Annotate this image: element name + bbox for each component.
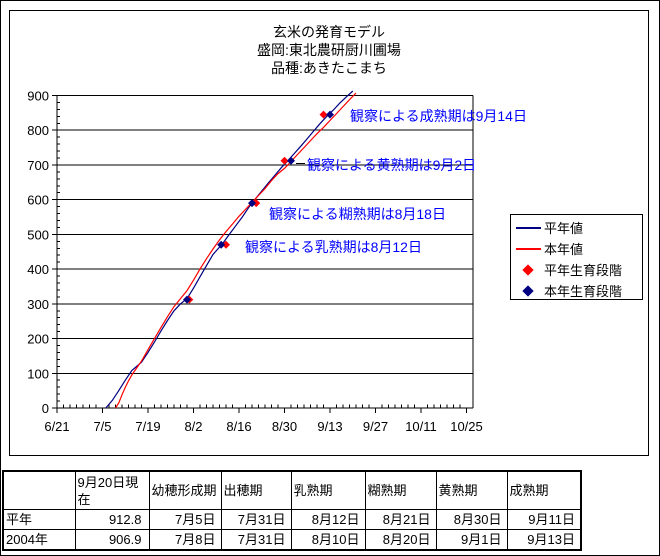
chart-title-block: 玄米の発育モデル 盛岡:東北農研厨川圃場 品種:あきたこまち [9,23,649,77]
table-cell: 7月8日 [148,529,222,551]
legend-item: 本年値 [511,238,642,259]
stage-marker-本年生育段階 [183,295,191,304]
x-tick-label: 7/19 [135,419,160,434]
legend-label: 本年値 [544,242,584,257]
stage-marker-平年生育段階 [319,110,328,119]
legend-label: 本年生育段階 [544,284,623,299]
annotation-label: 観察による乳熟期は8月12日 [245,239,422,255]
y-tick-label: 700 [27,158,49,173]
annotation-label: 観察による糊熟期は8月18日 [269,206,446,222]
legend-diamond-swatch [522,263,534,276]
chart-subtitle-variety: 品種:あきたこまち [271,60,387,76]
annotation-label: 観察による成熟期は9月14日 [350,108,527,124]
y-tick-label: 900 [27,89,49,104]
stage-marker-本年生育段階 [248,199,256,208]
x-tick-label: 8/16 [226,419,251,434]
table-cell: 912.8 [74,509,150,530]
table-cell: 9月1日 [435,529,508,551]
table-header-cell: 成熟期 [506,470,582,510]
table-header-cell: 黄熟期 [435,470,508,510]
table-row: 2004年 906.9 7月8日 7月31日 8月10日 8月20日 9月1日 9月13日 [2,529,582,551]
y-tick-label: 200 [27,332,49,347]
legend-label: 平年値 [544,221,584,236]
x-tick-label: 9/27 [363,419,388,434]
x-tick-label: 8/30 [272,419,297,434]
x-tick-label: 9/13 [317,419,342,434]
chart-title: 玄米の発育モデル [273,24,385,40]
x-tick-label: 6/21 [44,419,69,434]
series-line-本年値 [114,92,357,409]
x-tick-label: 8/2 [184,419,202,434]
x-tick-label: 10/25 [450,419,483,434]
y-tick-label: 600 [27,193,49,208]
stage-marker-本年生育段階 [287,156,295,165]
table-cell: 9月13日 [506,529,582,551]
table-cell: 7月31日 [220,509,292,530]
x-tick-label: 7/5 [93,419,111,434]
table-cell: 8月20日 [364,529,437,551]
table-cell: 8月12日 [290,509,366,530]
legend-line-swatch [516,226,541,229]
stage-marker-平年生育段階 [280,156,289,165]
table-cell: 8月30日 [435,509,508,530]
table-header-cell: 出穂期 [220,470,292,510]
table-header-cell [2,470,76,510]
table-header-cell: 9月20日現在 [74,470,150,510]
table-row-label: 平年 [2,509,76,530]
stage-marker-平年生育段階 [222,240,230,249]
table-header-cell: 幼穂形成期 [148,470,222,510]
legend-item: 平年値 [511,217,642,238]
stage-marker-本年生育段階 [217,240,226,249]
table-cell: 906.9 [74,529,150,551]
y-tick-label: 500 [27,227,49,242]
table-header-row: 9月20日現在 幼穂形成期 出穂期 乳熟期 糊熟期 黄熟期 成熟期 [2,470,582,510]
legend-item: 本年生育段階 [511,280,642,301]
table-row: 平年 912.8 7月5日 7月31日 8月12日 8月21日 8月30日 9月11日 [2,509,582,530]
table-cell: 8月10日 [290,529,366,551]
stage-table: 9月20日現在 幼穂形成期 出穂期 乳熟期 糊熟期 黄熟期 成熟期 平年 912.8 7月5日 7月… [2,470,582,551]
stage-marker-本年生育段階 [326,110,334,119]
series-line-平年値 [105,90,354,409]
y-tick-label: 100 [27,366,49,381]
chart-subtitle-location: 盛岡:東北農研厨川圃場 [257,42,401,58]
y-tick-label: 300 [27,297,49,312]
table-cell: 7月5日 [148,509,222,530]
table-header-cell: 乳熟期 [290,470,366,510]
legend-line-swatch [516,247,541,250]
legend: 平年値本年値平年生育段階 本年生育段階 [510,214,643,300]
table-cell: 7月31日 [220,529,292,551]
x-tick-label: 10/11 [405,419,437,434]
table-cell: 9月11日 [506,509,582,530]
table-header-cell: 糊熟期 [364,470,437,510]
y-tick-label: 0 [42,401,49,416]
table-cell: 8月21日 [364,509,437,530]
stage-marker-平年生育段階 [252,199,261,208]
y-tick-label: 800 [27,123,49,138]
table-row-label: 2004年 [2,529,76,551]
legend-label: 平年生育段階 [544,263,623,278]
legend-diamond-swatch [522,284,534,297]
y-tick-label: 400 [27,262,49,277]
annotation-label: 観察による黄熟期は9月2日 [307,157,477,173]
legend-item: 平年生育段階 [511,259,642,280]
